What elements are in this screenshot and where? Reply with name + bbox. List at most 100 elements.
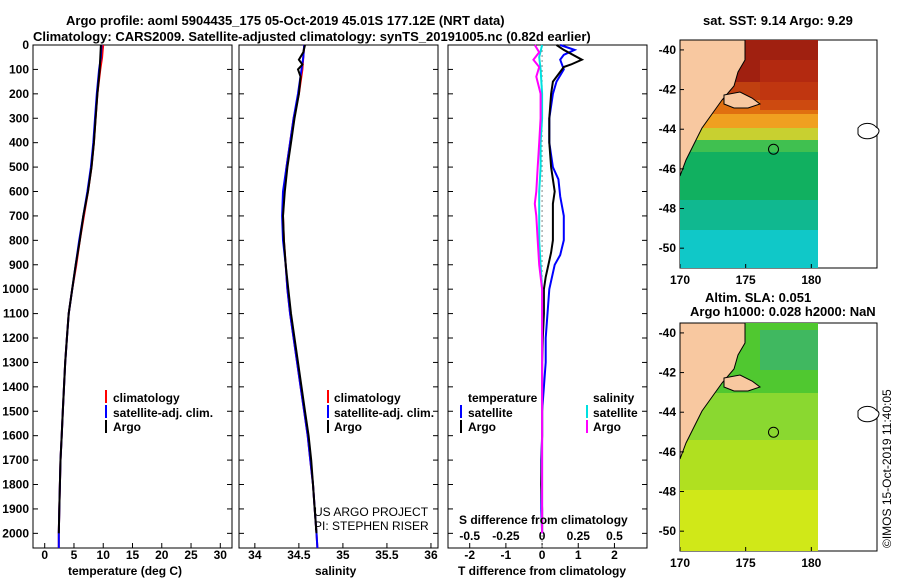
header-line-2: Climatology: CARS2009. Satellite-adjuste… [33, 29, 591, 44]
series-line-satellite [540, 44, 578, 534]
lon-tick-label: 175 [736, 556, 756, 570]
depth-tick-label: 1300 [2, 355, 29, 369]
lat-tick-label: -50 [659, 241, 677, 255]
lon-tick-label: 180 [801, 273, 821, 287]
x-tick-label: 35 [336, 548, 350, 562]
s-difference-label: S difference from climatology [459, 513, 628, 527]
depth-tick-label: 1400 [2, 380, 29, 394]
sla-field [680, 323, 818, 551]
lat-tick-label: -44 [659, 405, 677, 419]
depth-tick-label: 700 [9, 209, 29, 223]
x-tick-label: 20 [155, 548, 169, 562]
salinity-axes-frame [238, 44, 439, 549]
s-tick-label: 0.25 [567, 529, 591, 543]
x-tick-label: 2 [611, 548, 618, 562]
x-tick-label: 36 [424, 548, 438, 562]
argo-float-marker [768, 426, 780, 438]
depth-tick-label: 300 [9, 111, 29, 125]
credit-project: US ARGO PROJECT [314, 505, 429, 519]
depth-tick-label: 1900 [2, 502, 29, 516]
x-tick-label: -1 [501, 548, 512, 562]
depth-tick-label: 900 [9, 258, 29, 272]
depth-tick-label: 600 [9, 185, 29, 199]
temperature-panel: 0 5 10 15 20 25 30 temperature (deg C) climato… [32, 44, 233, 578]
depth-tick-label: 1800 [2, 478, 29, 492]
lon-tick-label: 170 [670, 556, 690, 570]
depth-tick-label: 500 [9, 160, 29, 174]
series-line-argo [281, 44, 318, 534]
timestamp: ©IMOS 15-Oct-2019 11:40:05 [880, 389, 894, 548]
lat-tick-label: -48 [659, 485, 677, 499]
depth-tick-label: 1100 [3, 307, 29, 321]
salinity-legend: climatology satellite-adj. clim. Argo [327, 390, 434, 434]
legend-satellite-label: satellite-adj. clim. [113, 406, 213, 420]
x-tick-label: -2 [464, 548, 475, 562]
s-tick-label: -0.25 [492, 529, 520, 543]
lat-tick-label: -44 [659, 122, 677, 136]
x-tick-label: 5 [71, 548, 78, 562]
x-tick-label: 1 [575, 548, 582, 562]
chatham-island-outline [857, 405, 880, 423]
difference-series [532, 44, 585, 548]
sla-map: Altim. SLA: 0.051 Argo h1000: 0.028 h200… [659, 290, 880, 570]
x-tick-label: 34.5 [287, 548, 311, 562]
lon-tick-label: 170 [670, 273, 690, 287]
lat-tick-label: -50 [659, 524, 677, 538]
lat-tick-label: -46 [659, 445, 677, 459]
depth-tick-label: 2000 [2, 526, 29, 540]
depth-tick-label: 800 [9, 233, 29, 247]
difference-legend-salinity: salinity satellite Argo [586, 391, 638, 434]
x-tick-label: 0 [41, 548, 48, 562]
legend-salinity-title: salinity [593, 391, 635, 405]
s-tick-label: 0.5 [606, 529, 623, 543]
x-tick-label: 35.5 [375, 548, 399, 562]
legend-climatology-label: climatology [334, 391, 401, 405]
lat-tick-label: -48 [659, 202, 677, 216]
depth-tick-label: 200 [9, 87, 29, 101]
depth-tick-label: 1700 [2, 453, 29, 467]
legend-s-argo-label: Argo [593, 420, 621, 434]
sst-map-title: sat. SST: 9.14 Argo: 9.29 [703, 13, 853, 28]
sla-map-title-line-2: Argo h1000: 0.028 h2000: NaN [690, 304, 876, 319]
depth-tick-label: 1200 [2, 331, 29, 345]
series-line-climatology [57, 44, 105, 548]
x-tick-label: 30 [214, 548, 228, 562]
legend-s-satellite-label: satellite [593, 406, 638, 420]
lat-tick-label: -40 [659, 43, 677, 57]
sst-map-axis-labels: -40 -42 -44 -46 -48 -50 170 175 180 [659, 43, 822, 287]
legend-argo-label: Argo [113, 420, 141, 434]
s-tick-label: -0.5 [459, 529, 480, 543]
depth-tick-label: 100 [9, 62, 29, 76]
x-tick-label: 15 [126, 548, 140, 562]
salinity-panel: 34 34.5 35 35.5 36 salinity climatology sate… [238, 44, 439, 578]
legend-temperature-title: temperature [468, 391, 538, 405]
legend-t-satellite-label: satellite [468, 406, 513, 420]
temperature-series [57, 44, 105, 548]
legend-climatology-label: climatology [113, 391, 180, 405]
difference-axes-frame [447, 44, 648, 549]
credit-pi: PI: STEPHEN RISER [314, 519, 429, 533]
lat-tick-label: -46 [659, 162, 677, 176]
depth-tick-label: 1000 [2, 282, 29, 296]
lat-tick-label: -42 [659, 366, 677, 380]
legend-t-argo-label: Argo [468, 420, 496, 434]
depth-axis-labels: 0 100 200 300 400 500 600 700 800 900 1000 1100 1200… [2, 38, 29, 540]
legend-argo-label: Argo [334, 420, 362, 434]
salinity-xlabel: salinity [315, 564, 357, 578]
temperature-xlabel: temperature (deg C) [68, 564, 182, 578]
sst-field [680, 40, 818, 268]
lon-tick-label: 175 [736, 273, 756, 287]
depth-tick-label: 400 [9, 136, 29, 150]
sla-map-axis-labels: -40 -42 -44 -46 -48 -50 170 175 180 [659, 326, 822, 570]
lat-tick-label: -40 [659, 326, 677, 340]
depth-tick-label: 1600 [2, 429, 29, 443]
sla-map-title-line-1: Altim. SLA: 0.051 [705, 290, 811, 305]
temperature-axis-ticks: 0 5 10 15 20 25 30 [33, 44, 232, 562]
sst-map: sat. SST: 9.14 Argo: 9.29 -40-42-44-46-4… [659, 13, 880, 287]
lat-tick-label: -42 [659, 83, 677, 97]
depth-tick-label: 0 [22, 38, 29, 52]
chatham-island-outline [857, 122, 880, 140]
header-line-1: Argo profile: aoml 5904435_175 05-Oct-20… [66, 13, 505, 28]
series-line-sal_argo [532, 44, 544, 534]
